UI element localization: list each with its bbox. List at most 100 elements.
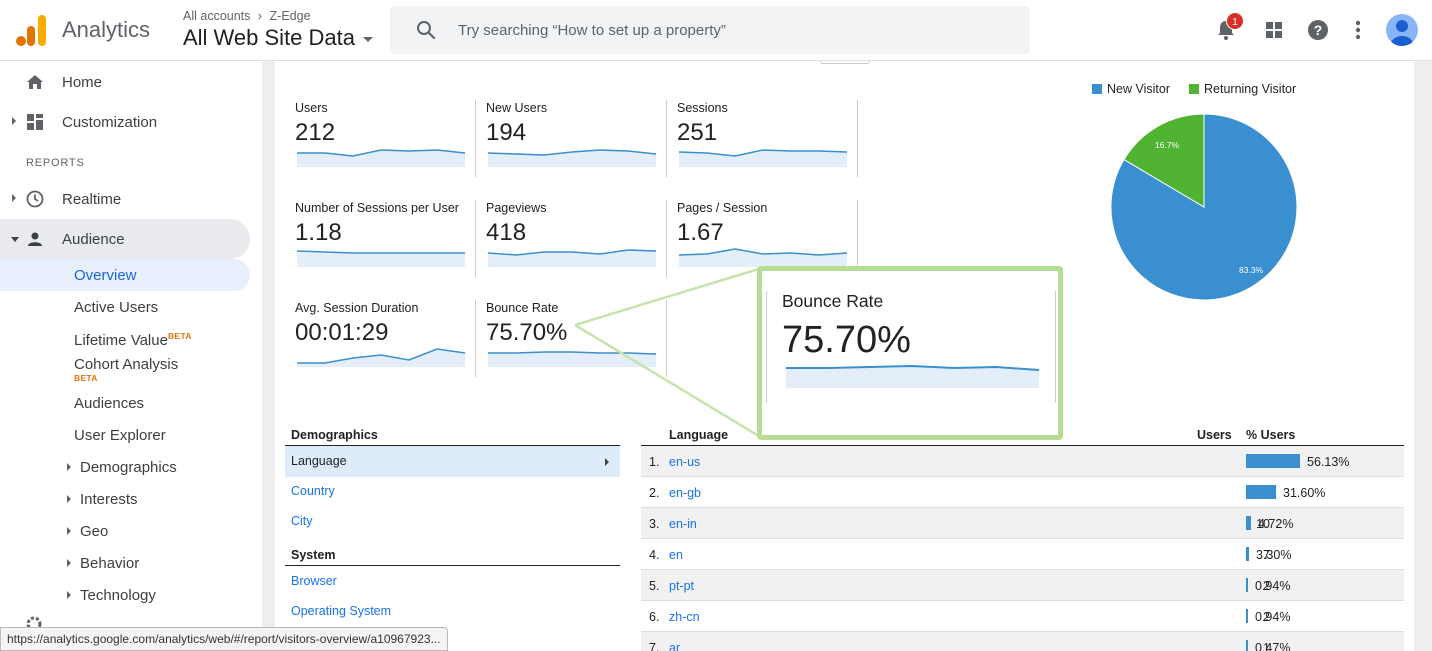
sidebar-item-user-explorer[interactable]: User Explorer: [74, 427, 166, 444]
sidebar-item-overview[interactable]: Overview: [74, 267, 137, 284]
sidebar-item-lifetime-value[interactable]: Lifetime ValueBETA: [74, 331, 192, 349]
sidebar-item-realtime[interactable]: Realtime: [0, 183, 250, 215]
metric-users[interactable]: Users 212: [295, 101, 485, 181]
language-link[interactable]: en-us: [669, 455, 701, 469]
apps-button[interactable]: [1260, 16, 1288, 44]
dimension-language[interactable]: Language: [285, 446, 620, 477]
callout-divider: [766, 291, 767, 403]
sidebar-item-active-users[interactable]: Active Users: [74, 299, 159, 316]
sidebar-item-technology[interactable]: Technology: [80, 587, 156, 604]
analytics-logo-icon[interactable]: [16, 14, 46, 46]
pie-slice-returning-visitor[interactable]: [1123, 113, 1205, 208]
sessions-per-user-sparkline: [296, 250, 465, 267]
sidebar-item-demographics[interactable]: Demographics: [80, 459, 177, 476]
search-box[interactable]: [390, 6, 1030, 54]
account-avatar[interactable]: [1386, 14, 1418, 46]
beta-badge: BETA: [167, 331, 192, 341]
visitor-pie-chart: 83.3% 16.7%: [1110, 113, 1298, 301]
callout-value: 75.70%: [782, 319, 911, 361]
sidebar-item-cohort-analysis[interactable]: Cohort Analysis BETA: [74, 357, 178, 384]
sidebar-item-label: Lifetime Value: [74, 332, 168, 349]
sidebar-item-geo[interactable]: Geo: [80, 523, 109, 540]
language-link[interactable]: zh-cn: [669, 610, 700, 624]
search-input[interactable]: [458, 18, 998, 42]
dimension-country[interactable]: Country: [291, 484, 335, 498]
metric-value: 1.67: [677, 219, 724, 246]
row-pct: 0.94%: [1255, 610, 1291, 624]
sidebar-item-interests[interactable]: Interests: [80, 491, 138, 508]
beta-badge: BETA: [74, 373, 98, 383]
pageviews-sparkline: [487, 249, 657, 267]
row-users: 7: [1263, 548, 1270, 562]
row-pct: 3.30%: [1256, 548, 1292, 562]
panel-tab-handle[interactable]: [820, 61, 870, 64]
metric-new-users[interactable]: New Users 194: [486, 101, 676, 181]
expand-arrow-icon: [67, 591, 71, 599]
language-link[interactable]: ar: [669, 641, 681, 651]
breadcrumb-account[interactable]: Z-Edge: [269, 9, 311, 23]
table-header-divider: [641, 445, 1404, 446]
metric-avg-session-duration[interactable]: Avg. Session Duration 00:01:29: [295, 301, 485, 381]
language-link[interactable]: en: [669, 548, 683, 562]
table-row: 7. ar 1 0.47%: [641, 632, 1404, 651]
metric-label: Users: [295, 101, 328, 115]
home-icon: [27, 75, 43, 89]
metric-sessions-per-user[interactable]: Number of Sessions per User 1.18: [295, 201, 485, 281]
pie-slice-new-visitor[interactable]: [1110, 113, 1298, 301]
column-header-pct-users: % Users: [1246, 428, 1296, 442]
metric-label: Avg. Session Duration: [295, 301, 419, 315]
language-link[interactable]: pt-pt: [669, 579, 695, 593]
notifications-button[interactable]: 1: [1212, 12, 1244, 44]
metric-pageviews[interactable]: Pageviews 418: [486, 201, 676, 281]
metric-bounce-rate[interactable]: Bounce Rate 75.70%: [486, 301, 676, 381]
metric-sessions[interactable]: Sessions 251: [677, 101, 867, 181]
row-index: 1.: [649, 455, 660, 469]
dimension-browser[interactable]: Browser: [291, 574, 337, 588]
sidebar-item-audience[interactable]: Audience: [0, 223, 250, 255]
metric-divider: [475, 100, 476, 177]
sidebar-item-customization[interactable]: Customization: [0, 106, 250, 138]
help-button[interactable]: ?: [1304, 16, 1332, 44]
row-users: 2: [1263, 610, 1270, 624]
more-options-button[interactable]: [1344, 16, 1372, 44]
svg-text:?: ?: [1314, 22, 1323, 38]
metric-divider: [666, 200, 667, 277]
pct-bar: [1246, 547, 1249, 561]
dimension-label: Language: [291, 454, 347, 468]
expand-arrow-icon: [67, 559, 71, 567]
pie-label-new: 83.3%: [1239, 265, 1264, 275]
pct-bar: [1246, 640, 1248, 651]
help-icon: ?: [1308, 20, 1328, 40]
settings-gear-icon[interactable]: [24, 614, 44, 628]
legend-new-visitor[interactable]: New Visitor: [1092, 82, 1170, 96]
collapse-arrow-icon: [11, 237, 19, 242]
person-icon: [28, 232, 42, 246]
property-name: All Web Site Data: [183, 25, 356, 50]
dimension-operating-system[interactable]: Operating System: [291, 604, 392, 618]
sidebar-item-audiences[interactable]: Audiences: [74, 395, 145, 412]
browser-status-url: https://analytics.google.com/analytics/w…: [0, 627, 448, 651]
new-users-sparkline: [487, 149, 657, 167]
top-app-bar: Analytics All accounts › Z-Edge All Web …: [0, 0, 1432, 61]
chevron-right-icon: [605, 458, 609, 466]
metric-pages-per-session[interactable]: Pages / Session 1.67: [677, 201, 867, 281]
breadcrumb[interactable]: All accounts › Z-Edge: [183, 9, 311, 23]
section-divider: [285, 445, 620, 446]
breadcrumb-all-accounts[interactable]: All accounts: [183, 9, 251, 23]
metric-label: Sessions: [677, 101, 728, 115]
metric-label: Pageviews: [486, 201, 547, 215]
legend-swatch: [1092, 84, 1102, 94]
language-link[interactable]: en-in: [669, 517, 697, 531]
dimension-city[interactable]: City: [291, 514, 313, 528]
sidebar-item-behavior[interactable]: Behavior: [80, 555, 140, 572]
row-users: 10: [1256, 517, 1270, 531]
metric-value: 418: [486, 219, 527, 246]
sidebar-item-label: Customization: [62, 113, 158, 131]
sidebar-item-home[interactable]: Home: [0, 66, 250, 98]
legend-returning-visitor[interactable]: Returning Visitor: [1189, 82, 1296, 96]
legend-swatch: [1189, 84, 1199, 94]
row-index: 4.: [649, 548, 660, 562]
property-selector[interactable]: All Web Site Data: [183, 25, 374, 51]
language-link[interactable]: en-gb: [669, 486, 701, 500]
